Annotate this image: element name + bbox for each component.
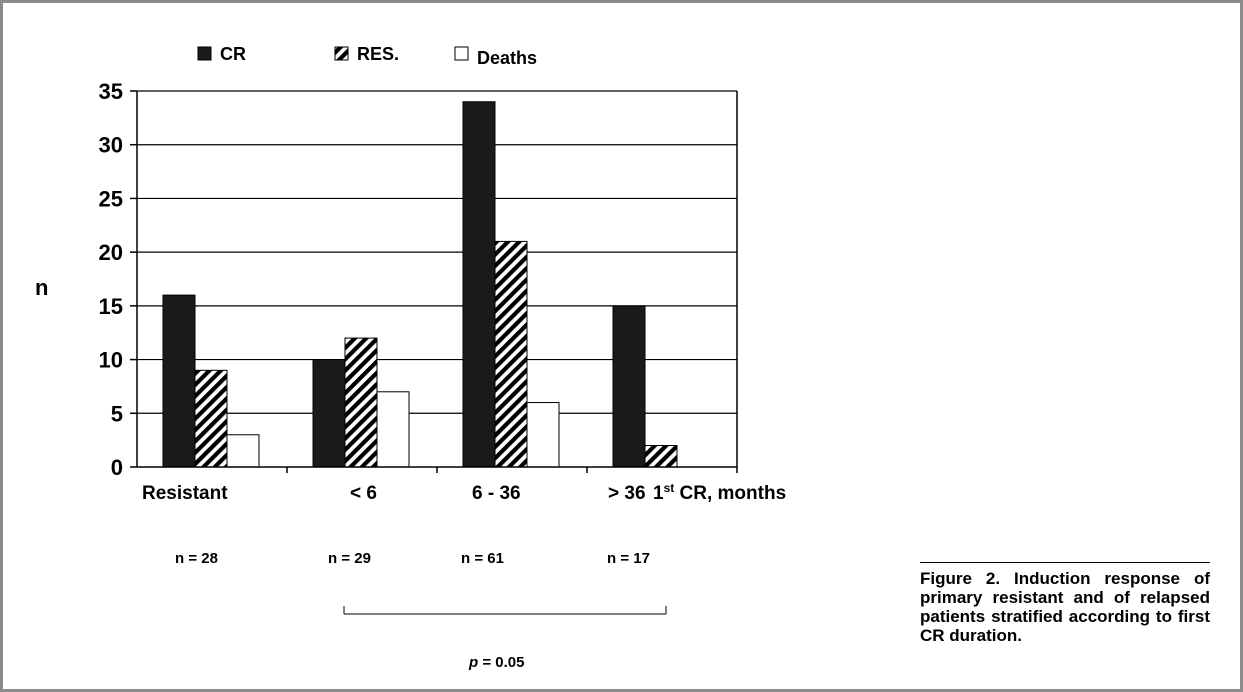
axes — [130, 90, 738, 473]
y-tick-label: 20 — [99, 240, 123, 265]
x-tick-label: < 6 — [350, 483, 377, 504]
significance-label: p = 0.05 — [468, 654, 524, 671]
x-tick-label: Resistant — [142, 483, 228, 504]
y-axis-label: n — [35, 275, 48, 300]
legend-swatch-res — [334, 46, 349, 61]
y-tick-label: 10 — [99, 348, 123, 373]
tick-labels: 0 5 10 15 20 25 30 35 Resistant < 6 6 - 36 > 36 1st … — [35, 79, 786, 504]
legend-label-deaths: Deaths — [477, 48, 537, 68]
bar-cr-2 — [462, 101, 496, 468]
legend-label-res: RES. — [357, 44, 399, 64]
x-tick-label: > 36 — [608, 483, 646, 504]
bar-cr-1 — [312, 359, 346, 468]
y-tick-label: 25 — [99, 186, 123, 211]
y-tick-label: 0 — [111, 455, 123, 480]
group-count: n = 29 — [328, 550, 371, 567]
annotations: n = 28 n = 29 n = 61 n = 17 p = 0.05 — [175, 550, 667, 671]
group-count: n = 17 — [607, 550, 650, 567]
bar-res-0 — [194, 369, 228, 468]
bar-deaths-1 — [376, 391, 410, 468]
y-tick-label: 5 — [111, 401, 123, 426]
bars — [162, 101, 678, 468]
bar-cr-0 — [162, 294, 196, 468]
x-tick-label: 6 - 36 — [472, 483, 521, 504]
bar-res-1 — [344, 337, 378, 468]
legend: CR RES. Deaths — [197, 44, 537, 68]
bar-deaths-0 — [226, 434, 260, 468]
bar-res-3 — [644, 445, 678, 468]
group-count: n = 28 — [175, 550, 218, 567]
gridlines — [137, 90, 737, 414]
bar-res-2 — [494, 240, 528, 468]
legend-label-cr: CR — [220, 44, 246, 64]
bar-deaths-2 — [526, 402, 560, 468]
legend-swatch-cr — [197, 46, 212, 61]
y-tick-label: 15 — [99, 294, 123, 319]
figure-caption: Figure 2. Induction response of primary … — [920, 562, 1210, 645]
x-axis-label: 1st CR, months — [653, 481, 786, 504]
legend-swatch-deaths — [454, 46, 469, 61]
y-tick-label: 30 — [99, 133, 123, 158]
y-tick-label: 35 — [99, 79, 123, 104]
group-count: n = 61 — [461, 550, 504, 567]
bar-cr-3 — [612, 305, 646, 468]
